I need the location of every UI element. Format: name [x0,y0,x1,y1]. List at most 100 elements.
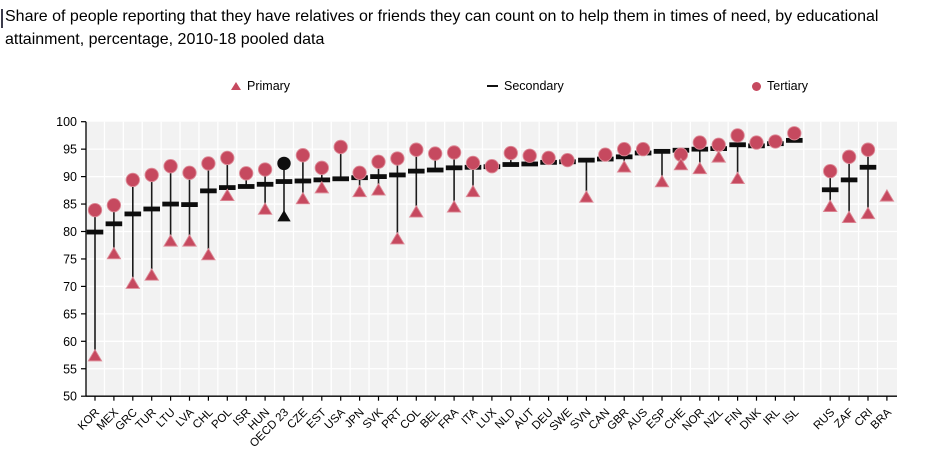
marker-tertiary-PRT [390,151,405,166]
marker-primary-FIN [730,171,746,184]
marker-secondary-ESP [653,148,671,154]
marker-tertiary-DEU [541,150,556,166]
x-label-BRA: BRA [869,406,894,431]
marker-primary-LTU [163,233,179,247]
marker-secondary-LVA [181,202,198,207]
marker-secondary-POL [219,185,236,190]
marker-tertiary-LUX [484,159,500,174]
x-label-PRT: PRT [380,407,405,432]
marker-tertiary-NLD [503,145,518,161]
marker-tertiary-ITA [465,155,481,171]
marker-primary-GRC [125,276,141,289]
marker-tertiary-GRC [125,172,140,188]
marker-primary-SVK [371,182,386,196]
marker-secondary-GBR [615,154,633,160]
chart-title: Share of people reporting that they have… [5,8,879,48]
marker-tertiary-LVA [182,165,197,180]
x-label-TUR: TUR [134,407,159,432]
marker-tertiary-NOR [692,135,707,150]
marker-tertiary-NZL [711,137,726,152]
marker-primary-NZL [711,149,727,163]
marker-tertiary-ISL [787,126,802,141]
x-label-USA: USA [323,406,348,431]
x-label-SVK: SVK [361,406,386,431]
marker-tertiary-OECD 23 [277,156,291,171]
marker-secondary-SVK [370,174,387,179]
x-label-JPN: JPN [343,407,367,431]
x-label-LTU: LTU [154,407,177,430]
marker-tertiary-JPN [352,165,367,180]
marker-primary-TUR [144,267,160,281]
legend-item-secondary: Secondary [487,77,564,95]
x-label-POL: POL [210,406,235,431]
marker-tertiary-FRA [446,145,462,160]
circle-marker-icon [752,81,761,91]
marker-secondary-NLD [502,162,520,167]
marker-primary-JPN [352,184,368,198]
dash-marker-icon [487,84,498,88]
marker-primary-CZE [295,191,311,205]
marker-secondary-CZE [294,178,312,184]
marker-secondary-TUR [143,206,160,212]
marker-tertiary-HUN [257,162,273,177]
marker-secondary-FIN [729,142,746,148]
marker-primary-ZAF [841,210,857,223]
marker-primary-CRI [860,206,876,220]
marker-primary-SVN [578,190,594,203]
marker-tertiary-CHL [201,156,216,171]
marker-tertiary-MEX [106,197,122,213]
marker-tertiary-EST [314,160,329,175]
marker-tertiary-POL [220,150,235,166]
marker-primary-RUS [822,199,838,212]
y-tick-label-85: 85 [63,198,77,212]
marker-tertiary-SWE [560,152,575,168]
marker-secondary-AUT [521,161,538,167]
marker-secondary-EST [313,177,331,183]
marker-secondary-OECD 23 [275,179,293,184]
x-label-LUX: LUX [475,406,500,431]
marker-secondary-FRA [445,165,463,171]
marker-secondary-RUS [821,187,839,193]
marker-primary-NOR [692,161,708,175]
x-label-AUS: AUS [625,406,650,431]
marker-tertiary-SVK [371,154,386,169]
marker-primary-HUN [257,202,273,215]
marker-primary-FRA [446,199,462,213]
x-label-COL: COL [398,406,424,432]
marker-tertiary-AUS [635,141,651,157]
y-tick-label-55: 55 [63,362,77,376]
marker-tertiary-LTU [163,159,178,174]
marker-tertiary-TUR [144,167,159,183]
y-tick-label-60: 60 [63,335,77,349]
marker-tertiary-KOR [87,202,103,218]
marker-secondary-BEL [426,167,444,173]
y-tick-label-95: 95 [63,143,77,157]
marker-tertiary-FIN [730,128,745,143]
marker-primary-PRT [389,231,405,245]
marker-tertiary-ZAF [841,149,857,164]
legend-item-primary: Primary [231,77,290,95]
marker-tertiary-CRI [860,142,876,157]
marker-primary-LVA [182,233,197,247]
legend-label-primary: Primary [247,79,291,93]
marker-tertiary-CAN [598,147,613,162]
marker-tertiary-DNK [749,135,764,150]
marker-primary-POL [219,188,235,202]
x-label-CZE: CZE [285,406,310,431]
x-label-FRA: FRA [436,406,461,431]
marker-tertiary-GBR [617,141,632,157]
marker-secondary-SVN [578,157,595,163]
marker-primary-KOR [87,348,103,362]
marker-secondary-CHL [200,188,217,194]
marker-tertiary-IRL [768,134,783,149]
legend-label-tertiary: Tertiary [767,79,808,93]
triangle-marker-icon [231,82,241,90]
marker-secondary-CRI [859,164,877,170]
y-tick-label-80: 80 [63,225,77,239]
y-tick-label-70: 70 [63,280,77,294]
x-label-NLD: NLD [493,407,518,432]
marker-secondary-MEX [105,221,123,227]
marker-tertiary-RUS [823,163,838,179]
